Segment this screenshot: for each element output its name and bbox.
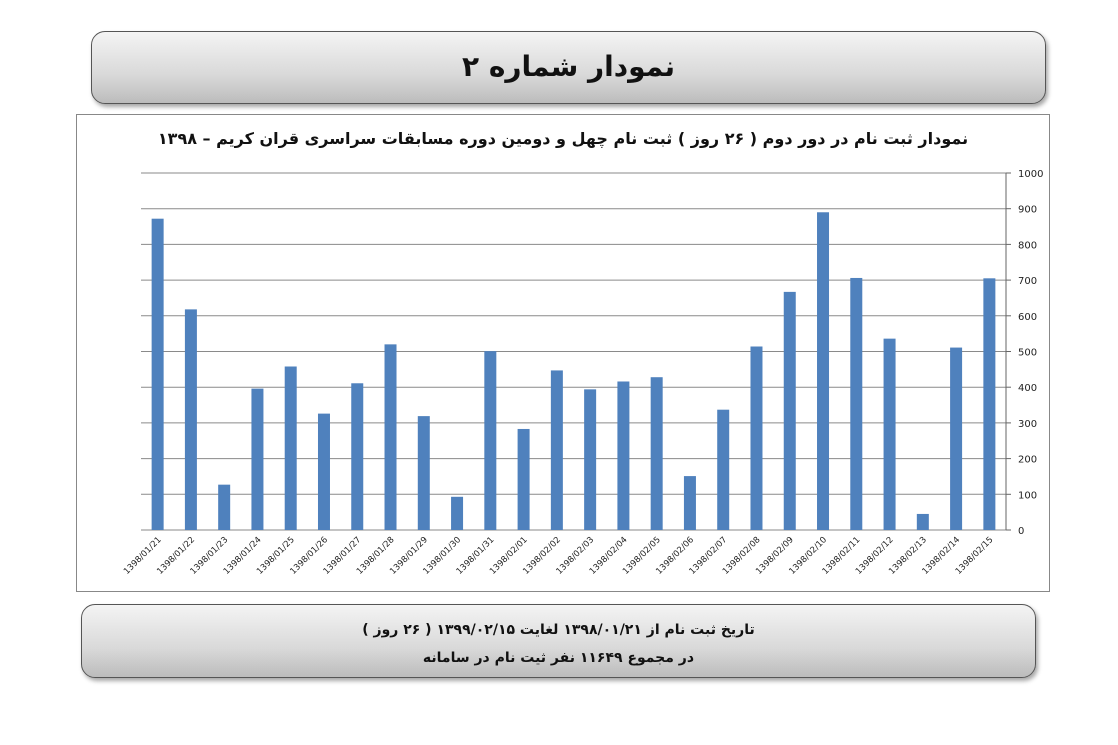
bar: [883, 338, 896, 530]
y-tick-label: 700: [1018, 276, 1037, 287]
bar: [218, 484, 231, 530]
y-tick-label: 400: [1018, 383, 1037, 394]
bar: [284, 366, 297, 530]
bar: [417, 416, 430, 530]
bar: [517, 428, 530, 530]
bar: [750, 346, 763, 530]
bar: [251, 388, 264, 530]
y-tick-label: 100: [1018, 490, 1037, 501]
y-tick-label: 900: [1018, 205, 1037, 216]
y-tick-label: 600: [1018, 312, 1037, 323]
bar: [950, 347, 963, 530]
bar: [817, 212, 830, 530]
bar: [550, 370, 563, 530]
page-title: نمودار شماره ۲: [462, 50, 675, 83]
bar: [617, 381, 630, 530]
bar: [850, 277, 863, 530]
footer-date-range: تاریخ ثبت نام از ۱۳۹۸/۰۱/۲۱ لغایت ۱۳۹۹/۰…: [362, 622, 755, 638]
footer-total: در مجموع ۱۱۶۴۹ نفر ثیت نام در سامانه: [422, 650, 695, 666]
y-tick-label: 800: [1018, 240, 1037, 251]
y-tick-label: 500: [1018, 348, 1037, 359]
y-tick-label: 300: [1018, 419, 1037, 430]
bar: [184, 309, 197, 530]
bar: [151, 218, 164, 531]
bar: [451, 496, 464, 530]
y-tick-label: 0: [1018, 526, 1024, 537]
bar: [650, 377, 663, 530]
bar-chart: 010020030040050060070080090010001398/01/…: [122, 169, 1043, 577]
bar: [584, 389, 597, 530]
footer-banner: تاریخ ثبت نام از ۱۳۹۸/۰۱/۲۱ لغایت ۱۳۹۹/۰…: [81, 604, 1036, 678]
y-tick-label: 1000: [1018, 169, 1043, 180]
title-banner: نمودار شماره ۲: [91, 31, 1046, 104]
bar: [351, 383, 364, 530]
bar: [384, 344, 397, 530]
chart-area: نمودار ثبت نام در دور دوم ( ۲۶ روز ) ثبت…: [76, 114, 1050, 592]
chart-title: نمودار ثبت نام در دور دوم ( ۲۶ روز ) ثبت…: [157, 129, 969, 148]
bar: [783, 291, 796, 530]
y-tick-label: 200: [1018, 455, 1037, 466]
bar: [484, 351, 497, 530]
bar: [317, 413, 330, 530]
bar: [983, 278, 996, 530]
bar: [916, 513, 929, 530]
bar: [683, 476, 696, 530]
bar: [717, 409, 730, 530]
